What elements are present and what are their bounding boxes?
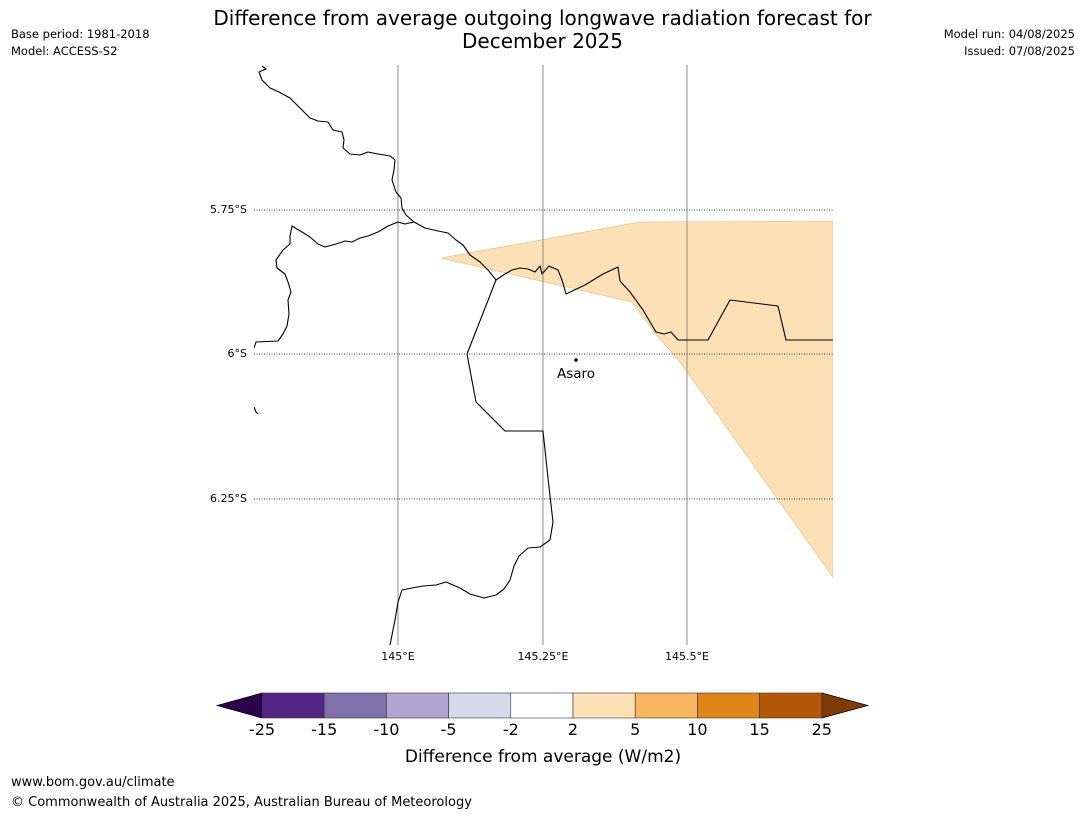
colorbar-tick-label: -2 [503, 720, 519, 739]
metadata-right: Model run: 04/08/2025 Issued: 07/08/2025 [944, 26, 1075, 60]
colorbar-extend-high [821, 692, 870, 719]
map-figure: Asaro 5.75°S 6°S 6.25°S 145°E 145.25°E 1… [210, 65, 833, 663]
colorbar-tick-label: 15 [749, 720, 769, 739]
map-title-line1: Difference from average outgoing longwav… [213, 6, 872, 30]
colorbar-extend-low [215, 692, 263, 719]
colorbar-swatch [634, 692, 698, 719]
colorbar-swatch [386, 692, 449, 719]
lon-label-145e: 145°E [381, 650, 414, 663]
lon-label-145-25e: 145.25°E [518, 650, 569, 663]
footer-url: www.bom.gov.au/climate [11, 775, 175, 790]
asaro-marker [574, 358, 578, 362]
map-title: Difference from average outgoing longwav… [150, 7, 935, 53]
colorbar-swatch [572, 692, 636, 719]
issued-text: Issued: 07/08/2025 [964, 44, 1075, 58]
lat-label-6s: 6°S [228, 347, 247, 360]
model-run-text: Model run: 04/08/2025 [943, 27, 1075, 41]
colorbar-tick-label: -15 [311, 720, 337, 739]
footer-copyright: © Commonwealth of Australia 2025, Austra… [11, 795, 472, 810]
colorbar-swatch [261, 692, 325, 719]
model-text: Model: ACCESS-S2 [11, 44, 118, 58]
base-period-text: Base period: 1981-2018 [11, 27, 150, 41]
lat-label-5-75s: 5.75°S [210, 203, 247, 216]
colorbar-tick-label: -5 [441, 720, 457, 739]
lat-label-6-25s: 6.25°S [210, 492, 247, 505]
metadata-left: Base period: 1981-2018 Model: ACCESS-S2 [11, 26, 150, 60]
boundary-fragment-west [254, 406, 259, 415]
colorbar-tick-label: 25 [812, 720, 832, 739]
colorbar-tick-label: 5 [630, 720, 640, 739]
colorbar-swatch [510, 692, 574, 719]
asaro-label: Asaro [557, 366, 595, 382]
colorbar-swatch [697, 692, 760, 719]
boundary-east-ridge [413, 221, 833, 341]
colorbar-tick-label: -25 [249, 720, 275, 739]
boundary-south [389, 279, 554, 645]
colorbar-tick-label: 2 [568, 720, 578, 739]
colorbar-tick-label: 10 [687, 720, 707, 739]
anomaly-region-fill [440, 220, 833, 578]
colorbar-swatch [323, 692, 387, 719]
colorbar-swatch [759, 692, 823, 719]
colorbar-label: Difference from average (W/m2) [405, 747, 681, 767]
map-title-line2: December 2025 [462, 29, 623, 53]
colorbar-tick-label: -10 [373, 720, 399, 739]
colorbar-swatch [448, 692, 512, 719]
boundary-north [254, 65, 415, 349]
lon-label-145-5e: 145.5°E [665, 650, 709, 663]
